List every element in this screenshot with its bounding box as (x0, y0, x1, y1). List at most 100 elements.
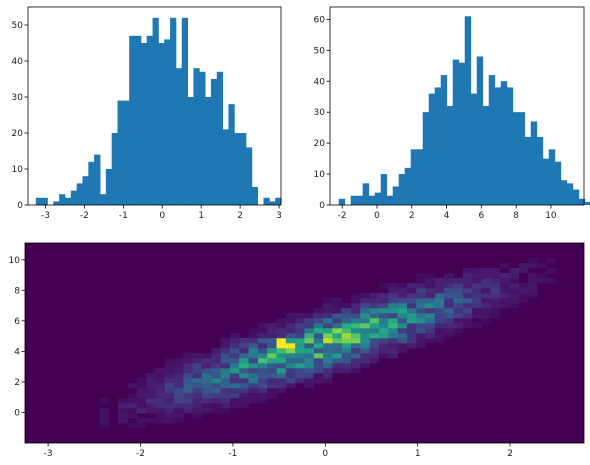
heatmap-cell (481, 278, 492, 284)
histogram-bar (205, 97, 212, 205)
heatmap-cell (444, 308, 454, 314)
heatmap-cell (323, 363, 333, 369)
heatmap-cell (313, 338, 324, 344)
histogram-bar (240, 133, 247, 205)
heatmap-cell (397, 293, 408, 299)
heatmap-cell (202, 393, 212, 399)
heatmap-cell (267, 338, 277, 344)
heatmap-cell (379, 338, 389, 344)
histogram-bar (245, 147, 253, 205)
heatmap-cell (136, 393, 147, 399)
x-tick-label: -2 (80, 211, 89, 221)
heatmap-cell (360, 343, 371, 349)
heatmap-cell (518, 298, 529, 304)
heatmap-cell (472, 288, 482, 294)
heatmap-cell (379, 323, 389, 329)
heatmap-cell (434, 323, 445, 329)
heatmap-cell (360, 323, 371, 329)
heatmap-cell (295, 353, 305, 359)
heatmap-cell (323, 373, 333, 379)
heatmap-cell (257, 393, 268, 399)
heatmap-cell (239, 368, 249, 374)
heatmap-cell (248, 388, 259, 394)
heatmap-cell (248, 398, 259, 404)
histogram-bar (117, 100, 124, 205)
heatmap-cell (481, 298, 492, 304)
heatmap-cell (360, 353, 371, 359)
heatmap-cell (164, 378, 175, 384)
heatmap-cell (528, 293, 538, 299)
heatmap-cell (276, 328, 287, 334)
heatmap-cell (434, 318, 445, 324)
heatmap-cell (211, 373, 221, 379)
heatmap-cell (174, 363, 184, 369)
heatmap-cell (202, 378, 212, 384)
y-tick-label: 2 (14, 378, 20, 388)
heatmap-cell (425, 293, 436, 299)
heatmap-cell (490, 273, 501, 279)
heatmap-cell (146, 393, 156, 399)
heatmap-cell (220, 358, 231, 364)
histogram-bar (488, 75, 496, 205)
heatmap-cell (267, 383, 277, 389)
heatmap-cell (453, 298, 464, 304)
heatmap-cell (369, 303, 380, 309)
heatmap-cell (295, 378, 305, 384)
heatmap-cell (369, 308, 380, 314)
y-tick-label: 50 (12, 21, 24, 31)
histogram-bar (199, 71, 206, 205)
heatmap-cell (248, 353, 259, 359)
heatmap-cell (444, 278, 454, 284)
histogram-bar (518, 112, 526, 205)
heatmap-cell (341, 353, 352, 359)
heatmap-cell (444, 288, 454, 294)
heatmap-cell (490, 303, 501, 309)
heatmap-cell (416, 303, 426, 309)
heatmap-cell (136, 378, 147, 384)
heatmap-cell (257, 363, 268, 369)
heatmap-cell (276, 343, 287, 349)
histogram-bar (380, 174, 388, 205)
heatmap-cell (192, 363, 203, 369)
heatmap-cell (369, 358, 380, 364)
heatmap-cell (127, 383, 138, 389)
heatmap-cell (285, 323, 296, 329)
heatmap-cell (267, 393, 277, 399)
heatmap-cell (267, 378, 277, 384)
heatmap-cell (220, 363, 231, 369)
heatmap-cell (202, 388, 212, 394)
histogram-bar (222, 129, 229, 205)
heatmap-cell (313, 323, 324, 329)
heatmap-cell (462, 293, 473, 299)
heatmap-cell (416, 323, 426, 329)
heatmap-cell (490, 298, 501, 304)
heatmap-cell (332, 298, 343, 304)
heatmap-cell (397, 298, 408, 304)
histogram-bar (542, 158, 550, 205)
histogram-bar (566, 183, 574, 205)
heatmap-cell (323, 368, 333, 374)
heatmap-cell (351, 343, 361, 349)
heatmap-cell (472, 323, 482, 329)
histogram-bar (164, 39, 171, 206)
heatmap-cell (304, 353, 315, 359)
heatmap-cell (257, 333, 268, 339)
heatmap-cell (257, 398, 268, 404)
y-tick-label: 30 (314, 108, 326, 118)
heatmap-cell (136, 403, 147, 409)
histogram-bar (105, 169, 113, 205)
histogram-bar (100, 194, 107, 205)
histogram-bar (482, 106, 490, 205)
heatmap-cell (239, 338, 249, 344)
x-tick-label: 6 (478, 211, 484, 221)
histogram-bar (356, 195, 364, 205)
heatmap-cell (341, 323, 352, 329)
heatmap-cell (118, 418, 128, 424)
heatmap-cell (257, 358, 268, 364)
heatmap-cell (453, 313, 464, 319)
heatmap-cell (229, 353, 240, 359)
heatmap-cell (388, 323, 398, 329)
heatmap-cell (425, 323, 436, 329)
heatmap-cell (257, 338, 268, 344)
